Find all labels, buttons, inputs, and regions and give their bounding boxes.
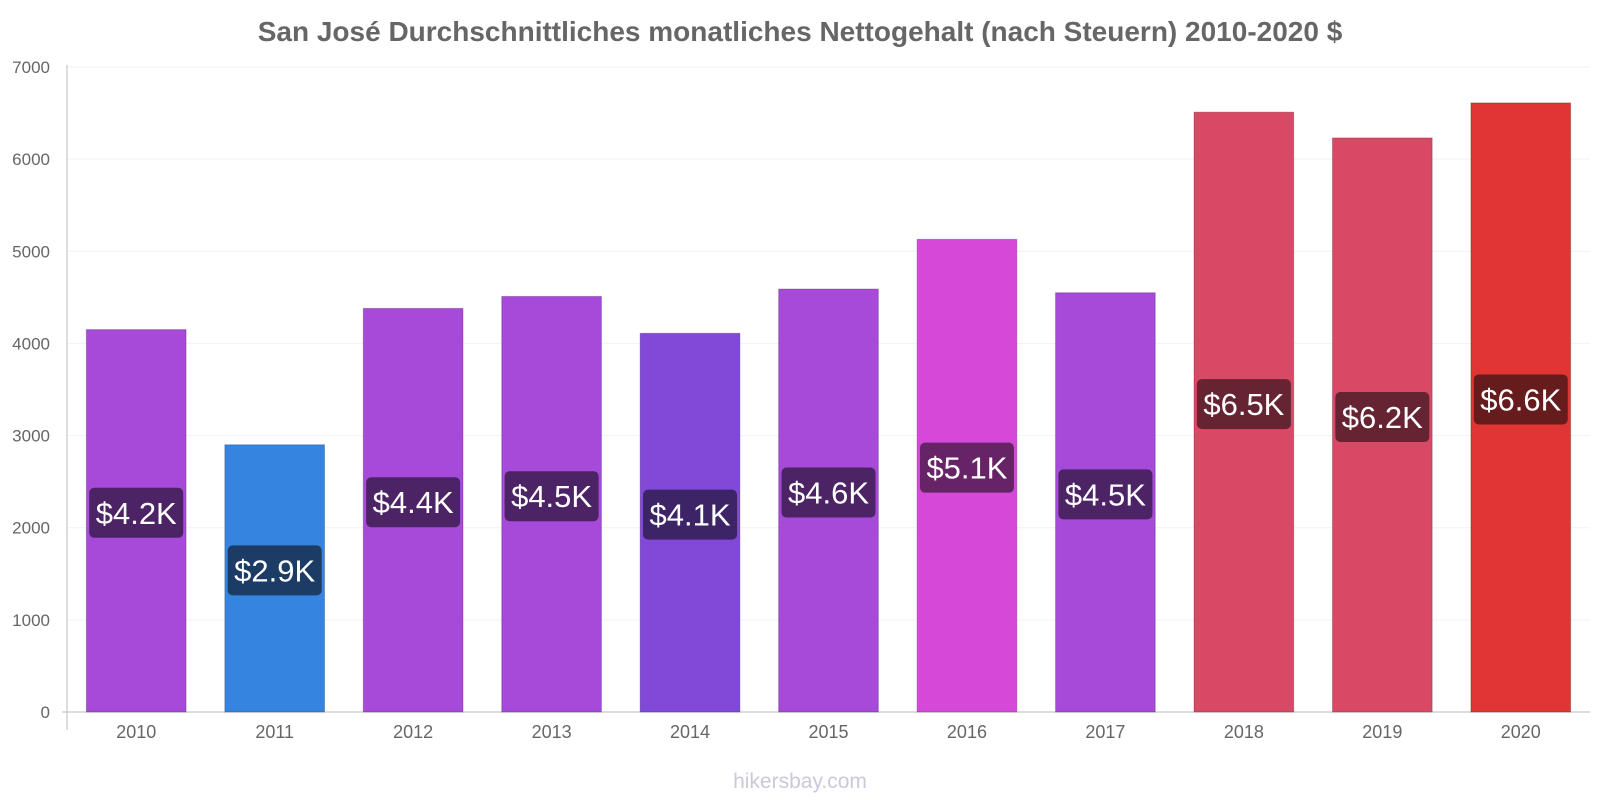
chart-title: San José Durchschnittliches monatliches … — [257, 16, 1343, 47]
x-tick-label: 2014 — [670, 722, 710, 742]
data-label-box — [1058, 469, 1153, 520]
data-label: $4.5K — [1065, 477, 1146, 512]
data-label-box — [1196, 379, 1291, 430]
y-tick-label: 6000 — [12, 150, 50, 169]
y-tick-labels: 0 1000 2000 3000 4000 5000 6000 7000 — [12, 58, 50, 722]
data-label: $6.5K — [1203, 387, 1284, 422]
y-tick-label: 0 — [41, 703, 50, 722]
data-label-box — [504, 471, 599, 522]
x-tick-label: 2013 — [532, 722, 572, 742]
data-label: $4.5K — [511, 479, 592, 514]
x-tick-label: 2015 — [808, 722, 848, 742]
x-tick-label: 2020 — [1501, 722, 1541, 742]
data-label: $5.1K — [926, 451, 1007, 486]
data-label: $6.6K — [1480, 382, 1561, 417]
watermark: hikersbay.com — [733, 770, 867, 793]
data-label-box — [781, 467, 876, 518]
x-tick-label: 2018 — [1224, 722, 1264, 742]
data-label: $4.2K — [96, 496, 177, 531]
data-label-box — [1473, 374, 1568, 425]
data-label-box — [643, 489, 738, 540]
x-tick-label: 2019 — [1362, 722, 1402, 742]
data-label: $4.4K — [373, 485, 454, 520]
x-tick-label: 2017 — [1085, 722, 1125, 742]
x-tick-label: 2011 — [255, 722, 294, 742]
y-tick-label: 1000 — [12, 611, 50, 630]
data-label: $6.2K — [1342, 400, 1423, 435]
y-tick-label: 5000 — [12, 242, 50, 261]
data-label: $2.9K — [234, 553, 315, 588]
data-label-box — [227, 545, 322, 596]
y-tick-label: 2000 — [12, 519, 50, 538]
data-label-box — [366, 477, 461, 528]
y-tick-label: 4000 — [12, 334, 50, 353]
x-tick-labels: 2010 2011 2012 2013 2014 2015 2016 2017 2018 2019… — [116, 722, 1541, 742]
x-tick-label: 2016 — [947, 722, 987, 742]
data-label-box — [919, 442, 1014, 493]
data-label-box — [89, 487, 184, 538]
y-tick-label: 7000 — [12, 58, 50, 77]
y-tick-label: 3000 — [12, 427, 50, 446]
x-tick-label: 2010 — [116, 722, 156, 742]
x-tick-label: 2012 — [393, 722, 433, 742]
data-label: $4.1K — [650, 498, 731, 533]
data-label: $4.6K — [788, 476, 869, 511]
data-labels: $4.2K $2.9K $4.4K $4.5K $4.1K $4.6K $5.1K $4.5K… — [89, 374, 1568, 596]
data-label-box — [1335, 391, 1430, 442]
